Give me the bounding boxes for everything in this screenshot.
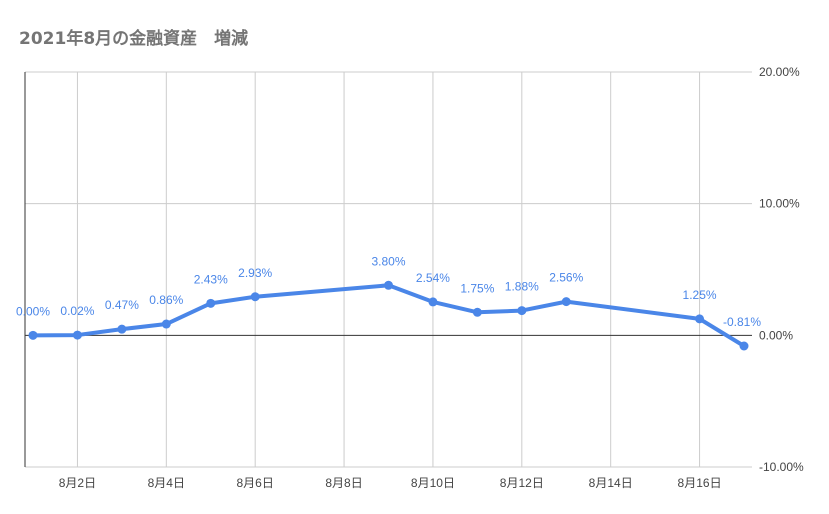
x-tick-label: 8月4日	[148, 476, 185, 490]
data-point	[472, 307, 482, 317]
data-point	[384, 280, 393, 290]
grid-lines	[25, 71, 752, 468]
y-tick-label: -10.00%	[759, 460, 804, 474]
axes	[24, 72, 752, 467]
data-label: 2.93%	[238, 266, 272, 280]
data-point	[428, 297, 438, 307]
data-point	[161, 319, 171, 329]
data-point	[250, 292, 260, 302]
data-labels: 0.00% 0.02% 0.47% 0.86% 2.43% 2.93% 3.80% 2.54%…	[16, 254, 761, 329]
data-label: 1.75%	[460, 281, 494, 295]
data-series	[28, 280, 749, 351]
x-tick-label: 8月8日	[325, 476, 362, 490]
y-tick-label: 10.00%	[759, 197, 800, 211]
data-point	[739, 341, 749, 351]
data-point	[206, 298, 216, 308]
data-point	[695, 314, 705, 324]
data-point	[28, 330, 38, 340]
y-tick-label: 20.00%	[759, 65, 800, 79]
x-tick-label: 8月6日	[237, 476, 274, 490]
data-point	[561, 297, 571, 307]
data-point	[72, 330, 82, 340]
data-label: 2.56%	[549, 271, 583, 285]
data-label: 2.54%	[416, 271, 450, 285]
data-label: 3.80%	[371, 254, 405, 268]
data-label: 1.25%	[683, 288, 717, 302]
x-tick-label: 8月10日	[411, 476, 455, 490]
x-tick-label: 8月14日	[589, 476, 633, 490]
series-line	[31, 283, 746, 348]
data-point	[517, 306, 527, 316]
data-point	[117, 324, 127, 334]
y-tick-label: 0.00%	[759, 328, 793, 342]
x-tick-label: 8月12日	[500, 476, 544, 490]
x-tick-label: 8月16日	[678, 476, 722, 490]
tick-labels: 20.00% 10.00% 0.00% -10.00% 8月2日 8月4日 8月6日 8月8日…	[59, 65, 804, 490]
x-tick-label: 8月2日	[59, 476, 96, 490]
data-label: -0.81%	[723, 315, 761, 329]
data-label: 0.47%	[105, 298, 139, 312]
data-label: 2.43%	[194, 272, 228, 286]
data-label: 1.88%	[505, 280, 539, 294]
data-label: 0.00%	[16, 304, 50, 318]
data-label: 0.02%	[60, 304, 94, 318]
data-label: 0.86%	[149, 293, 183, 307]
chart-title: 2021年8月の金融資産 増減	[19, 29, 249, 49]
